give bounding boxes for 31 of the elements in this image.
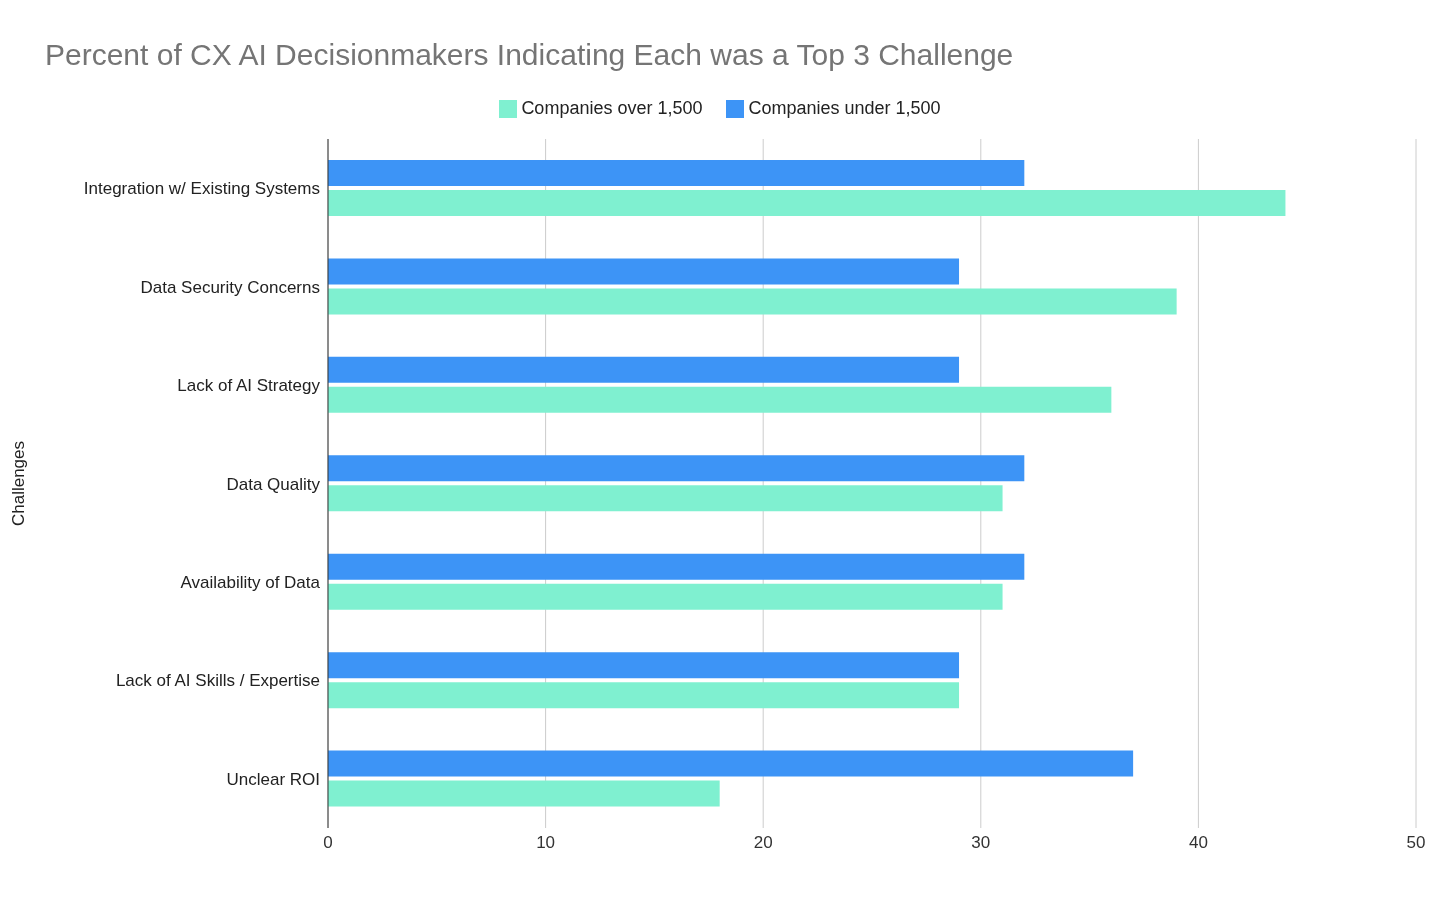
x-tick-label: 20 xyxy=(753,833,773,853)
bar xyxy=(328,356,960,383)
y-tick-label: Data Quality xyxy=(226,474,321,494)
y-tick-label: Integration w/ Existing Systems xyxy=(83,179,320,199)
y-tick-label: Availability of Data xyxy=(180,572,321,592)
y-tick-label: Lack of AI Skills / Expertise xyxy=(115,671,320,691)
bar xyxy=(328,386,1112,413)
x-tick-label: 40 xyxy=(1188,833,1208,853)
y-tick-label: Data Security Concerns xyxy=(140,277,320,297)
x-tick-label: 50 xyxy=(1406,833,1426,853)
bar xyxy=(328,652,960,679)
y-tick-label: Lack of AI Strategy xyxy=(177,376,321,396)
x-tick-label: 0 xyxy=(323,833,333,853)
chart-title: Percent of CX AI Decisionmakers Indicating Each was a Top 3 Challenge xyxy=(45,38,1014,72)
bar xyxy=(328,485,1003,512)
bar xyxy=(328,553,1025,580)
bar xyxy=(328,160,1025,186)
bar xyxy=(328,455,1025,482)
bar xyxy=(328,780,720,807)
x-tick-label: 10 xyxy=(536,833,556,853)
bar xyxy=(328,288,1177,315)
bar xyxy=(328,682,960,709)
bar xyxy=(328,190,1286,216)
bar xyxy=(328,258,960,285)
y-tick-label: Unclear ROI xyxy=(226,769,320,789)
legend-label: Companies over 1,500 xyxy=(521,98,703,118)
x-tick-label: 30 xyxy=(971,833,991,853)
bar xyxy=(328,750,1134,777)
legend-label: Companies under 1,500 xyxy=(748,98,941,118)
bar xyxy=(328,583,1003,610)
y-axis-title: Challenges xyxy=(9,440,29,527)
